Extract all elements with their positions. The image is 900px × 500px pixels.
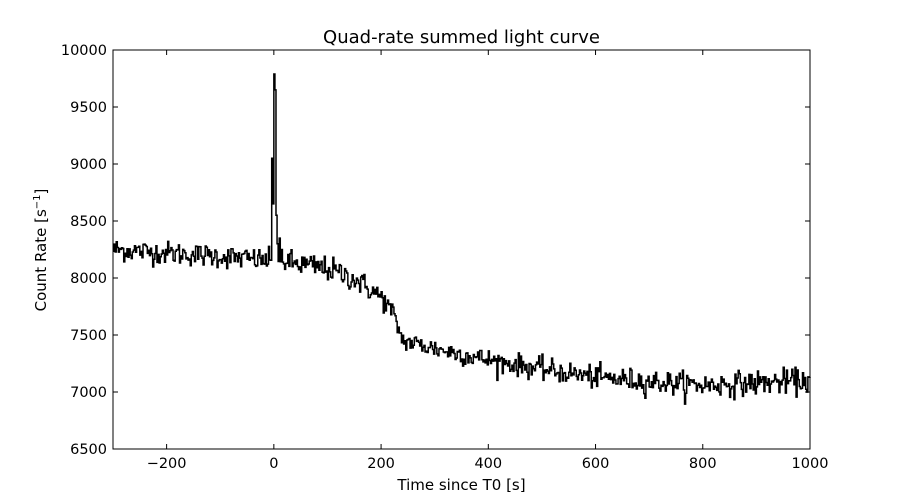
x-axis: −200 0 200 400 600 800 1000 bbox=[147, 50, 829, 472]
y-tick-label: 10000 bbox=[61, 43, 107, 59]
y-tick-label: 7000 bbox=[70, 385, 107, 401]
y-tick-label: 9500 bbox=[70, 100, 107, 116]
y-axis-label-main: Count Rate [s bbox=[32, 209, 50, 311]
y-tick-label: 8500 bbox=[70, 214, 107, 230]
plot-area bbox=[112, 49, 811, 450]
x-tick-label: 600 bbox=[582, 456, 610, 472]
x-tick-label: 1000 bbox=[792, 456, 829, 472]
x-tick-label: 0 bbox=[269, 456, 278, 472]
x-axis-label: Time since T0 [s] bbox=[396, 476, 525, 494]
y-axis: 6500 7000 7500 8000 8500 9000 9500 10000 bbox=[61, 43, 810, 458]
y-tick-label: 7500 bbox=[70, 328, 107, 344]
y-tick-label: 8000 bbox=[70, 271, 107, 287]
x-tick-label: 800 bbox=[689, 456, 717, 472]
x-tick-label: −200 bbox=[147, 456, 187, 472]
y-tick-label: 9000 bbox=[70, 157, 107, 173]
y-axis-label-close: ] bbox=[32, 189, 50, 195]
x-tick-label: 200 bbox=[367, 456, 395, 472]
chart-title: Quad-rate summed light curve bbox=[323, 27, 600, 48]
y-tick-label: 6500 bbox=[70, 442, 107, 458]
plot-frame bbox=[112, 49, 811, 450]
y-axis-label: Count Rate [s−1] bbox=[32, 189, 50, 312]
x-tick-label: 400 bbox=[474, 456, 502, 472]
series-line-count-rate bbox=[113, 73, 811, 405]
y-axis-label-superscript: −1 bbox=[32, 194, 43, 209]
